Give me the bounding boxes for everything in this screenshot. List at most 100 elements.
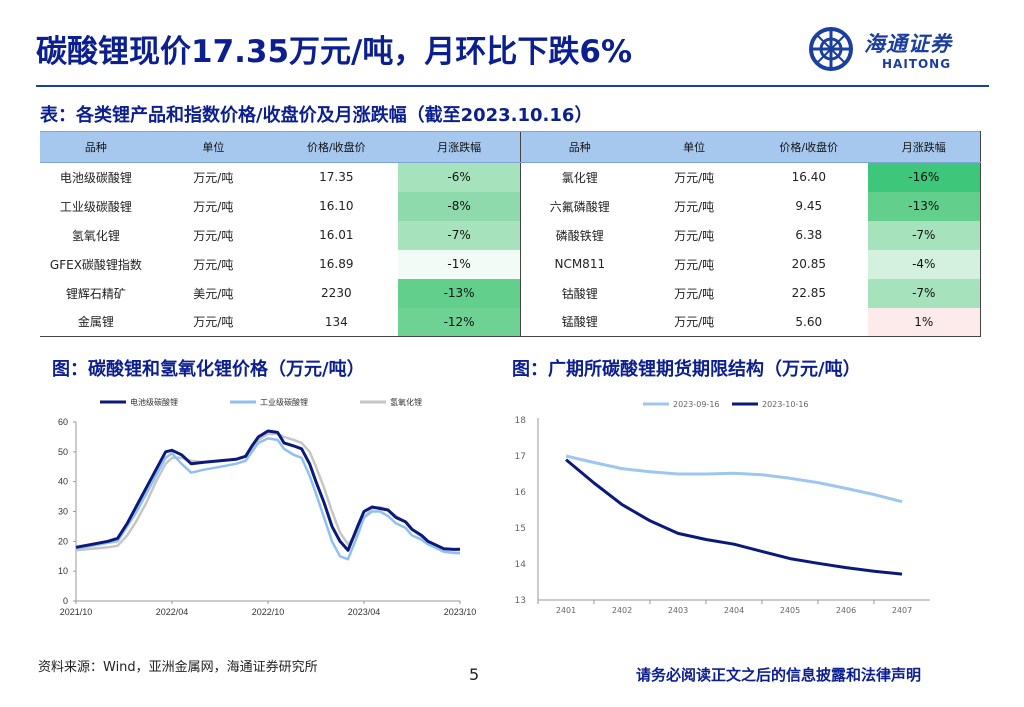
y-tick-label: 30 bbox=[58, 507, 68, 517]
x-tick-label: 2405 bbox=[780, 606, 800, 615]
unit: 万元/吨 bbox=[193, 228, 234, 243]
lithium-price-chart: 0 10 20 30 40 50 60 2021/10 2022/04 2022/10 2023/0… bbox=[58, 397, 477, 617]
price: 9.45 bbox=[795, 199, 823, 213]
unit: 美元/吨 bbox=[193, 286, 234, 301]
legend-label: 电池级碳酸锂 bbox=[130, 397, 178, 407]
price: 6.38 bbox=[795, 228, 823, 242]
unit: 万元/吨 bbox=[674, 199, 715, 214]
unit: 万元/吨 bbox=[674, 257, 715, 272]
unit: 万元/吨 bbox=[193, 199, 234, 214]
product-name: 金属锂 bbox=[40, 307, 152, 337]
x-tick-label: 2022/10 bbox=[252, 607, 285, 617]
monthly-change: -1% bbox=[397, 249, 521, 279]
series-line-1 bbox=[565, 454, 903, 504]
series-line-2 bbox=[75, 437, 461, 561]
product-name: 电池级碳酸锂 bbox=[59, 170, 132, 185]
haitong-emblem-icon bbox=[809, 27, 853, 71]
product-name: GFEX碳酸锂指数 bbox=[49, 257, 142, 272]
table-row: 锂辉石精矿 美元/吨 2230 -13% 钴酸锂 万元/吨 22.85 -7% bbox=[40, 278, 981, 308]
price: 22.85 bbox=[791, 286, 826, 300]
product-name: NCM811 bbox=[520, 249, 639, 279]
col-header: 单位 bbox=[151, 131, 275, 163]
page-title: 碳酸锂现价17.35万元/吨，月环比下跌6% bbox=[36, 34, 633, 70]
logo-chinese-text: 海通证券 bbox=[864, 32, 952, 56]
table-row: GFEX碳酸锂指数 万元/吨 16.89 -1% NCM811 万元/吨 20.… bbox=[40, 249, 981, 279]
x-tick-label: 2406 bbox=[836, 606, 856, 615]
price: 16.01 bbox=[319, 228, 354, 242]
product-name: 磷酸铁锂 bbox=[520, 220, 639, 250]
product-name: 锂辉石精矿 bbox=[65, 286, 126, 301]
product-name: 钴酸锂 bbox=[520, 278, 639, 308]
col-header: 月涨跌幅 bbox=[867, 131, 981, 163]
unit: 万元/吨 bbox=[674, 170, 715, 185]
price: 134 bbox=[274, 307, 398, 337]
table-row: 工业级碳酸锂 万元/吨 16.10 -8% 六氟磷酸锂 万元/吨 9.45 -1… bbox=[40, 191, 981, 221]
product-name: 氯化锂 bbox=[520, 162, 639, 192]
monthly-change: -16% bbox=[867, 162, 981, 192]
right-chart-title: 图：广期所碳酸锂期货期限结构（万元/吨） bbox=[512, 359, 861, 380]
price: 16.40 bbox=[791, 170, 826, 185]
x-tick-label: 2407 bbox=[892, 606, 912, 615]
price: 20.85 bbox=[791, 257, 826, 271]
left-chart-title: 图：碳酸锂和氢氧化锂价格（万元/吨） bbox=[52, 359, 365, 380]
price-table: 品种 单位 价格/收盘价 月涨跌幅 品种 单位 价格/收盘价 月涨跌幅 电池级碳… bbox=[40, 131, 981, 337]
y-tick-label: 14 bbox=[515, 560, 527, 570]
futures-term-structure-chart: 13 14 15 16 17 18 2401 2402 2403 2404 2405 2406 2407… bbox=[515, 400, 930, 615]
series-line-3 bbox=[75, 432, 461, 555]
col-header: 价格/收盘价 bbox=[750, 131, 868, 163]
col-header: 单位 bbox=[638, 131, 751, 163]
monthly-change: -6% bbox=[397, 162, 521, 192]
x-tick-label: 2021/10 bbox=[60, 607, 93, 617]
monthly-change: -13% bbox=[867, 191, 981, 221]
product-name: 工业级碳酸锂 bbox=[59, 199, 132, 214]
monthly-change: -12% bbox=[397, 307, 521, 337]
legend-label: 氢氧化锂 bbox=[390, 397, 422, 407]
y-tick-label: 13 bbox=[515, 596, 526, 606]
y-tick-label: 18 bbox=[515, 416, 527, 426]
price: 2230 bbox=[321, 286, 352, 300]
y-tick-label: 17 bbox=[515, 452, 526, 462]
monthly-change: -7% bbox=[867, 220, 981, 250]
logo-english-text: HAITONG bbox=[882, 57, 952, 71]
monthly-change: -7% bbox=[867, 278, 981, 308]
source-note: 资料来源：Wind，亚洲金属网，海通证券研究所 bbox=[38, 660, 318, 675]
y-tick-label: 40 bbox=[58, 477, 68, 487]
legend-label: 2023-10-16 bbox=[762, 400, 809, 409]
x-tick-label: 2401 bbox=[556, 606, 576, 615]
col-header: 月涨跌幅 bbox=[397, 131, 521, 163]
x-tick-label: 2402 bbox=[612, 606, 632, 615]
y-tick-label: 16 bbox=[515, 488, 527, 498]
page-number: 5 bbox=[469, 665, 480, 684]
monthly-change: 1% bbox=[867, 307, 981, 337]
price: 16.89 bbox=[319, 257, 354, 271]
monthly-change: -4% bbox=[867, 249, 981, 279]
y-tick-label: 20 bbox=[58, 536, 68, 546]
x-tick-label: 2023/10 bbox=[444, 607, 477, 617]
product-name: 锰酸锂 bbox=[520, 307, 639, 337]
series-line-2 bbox=[565, 458, 903, 576]
col-header: 品种 bbox=[40, 131, 152, 163]
price: 5.60 bbox=[750, 307, 868, 337]
unit: 万元/吨 bbox=[638, 307, 751, 337]
y-tick-label: 50 bbox=[58, 447, 68, 457]
table-row: 氢氧化锂 万元/吨 16.01 -7% 磷酸铁锂 万元/吨 6.38 -7% bbox=[40, 220, 981, 250]
y-tick-label: 15 bbox=[515, 524, 526, 534]
table-title: 表：各类锂产品和指数价格/收盘价及月涨跌幅（截至2023.10.16） bbox=[40, 105, 593, 126]
price: 17.35 bbox=[319, 170, 354, 185]
col-header: 价格/收盘价 bbox=[274, 131, 398, 163]
monthly-change: -7% bbox=[397, 220, 521, 250]
disclaimer-text: 请务必阅读正文之后的信息披露和法律声明 bbox=[636, 666, 922, 684]
x-tick-label: 2022/04 bbox=[156, 607, 189, 617]
haitong-logo: 海通证券 HAITONG bbox=[806, 24, 996, 76]
x-tick-label: 2404 bbox=[724, 606, 744, 615]
legend-label: 工业级碳酸锂 bbox=[260, 397, 308, 407]
unit: 万元/吨 bbox=[151, 307, 275, 337]
y-tick-label: 10 bbox=[58, 566, 68, 576]
unit: 万元/吨 bbox=[193, 257, 234, 272]
y-tick-label: 0 bbox=[63, 596, 68, 606]
table-row: 电池级碳酸锂 万元/吨 17.35 -6% 氯化锂 万元/吨 16.40 -16… bbox=[40, 162, 981, 192]
product-name: 六氟磷酸锂 bbox=[520, 191, 639, 221]
monthly-change: -13% bbox=[397, 278, 521, 308]
table-row: 金属锂 万元/吨 134 -12% 锰酸锂 万元/吨 5.60 1% bbox=[40, 307, 981, 337]
header-divider bbox=[36, 85, 989, 87]
